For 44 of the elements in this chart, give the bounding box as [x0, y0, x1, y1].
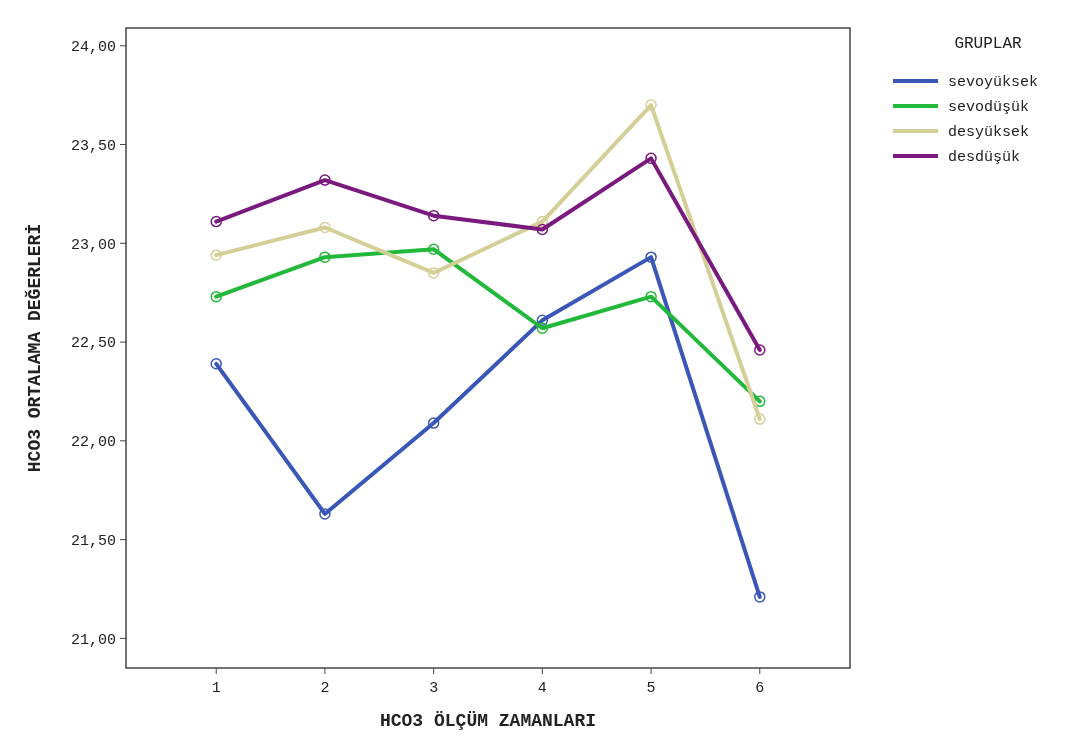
y-tick-label: 24,00 [70, 39, 116, 57]
legend-label: sevoyüksek [948, 74, 1039, 92]
point [319, 508, 331, 520]
x-tick-label: 4 [537, 680, 547, 697]
legend-label: sevodüşük [948, 99, 1030, 117]
point [319, 174, 331, 186]
point [754, 344, 766, 356]
point [536, 314, 549, 327]
y-axis-title: HCO3 ORTALAMA DEĞERLERİ [24, 223, 45, 473]
y-tick-label: 22,00 [70, 434, 116, 452]
y-tick-label: 23,50 [70, 137, 116, 155]
y-tick-label: 21,00 [70, 631, 116, 649]
point [210, 290, 222, 303]
y-tick-label: 23,00 [70, 236, 116, 254]
point [645, 99, 657, 111]
point [645, 152, 657, 165]
point [210, 358, 222, 370]
point [645, 251, 657, 263]
point [536, 223, 549, 236]
point [754, 413, 766, 425]
x-axis-title: HCO3 ÖLÇÜM ZAMANLARI [379, 711, 597, 731]
legend-title: GRUPLAR [954, 35, 1022, 53]
point [427, 209, 440, 222]
y-tick-label: 21,50 [70, 532, 116, 550]
point [754, 591, 766, 603]
point [754, 395, 766, 408]
point [210, 215, 222, 228]
legend-label: desyüksek [948, 124, 1030, 142]
point [536, 215, 549, 228]
point [427, 243, 440, 255]
legend-label: desdüşük [948, 149, 1021, 167]
point [319, 251, 331, 263]
x-tick-label: 1 [211, 680, 221, 697]
x-tick-label: 2 [320, 680, 330, 697]
x-tick-label: 3 [429, 680, 439, 697]
y-tick-label: 22,50 [70, 335, 116, 353]
point [427, 417, 440, 429]
x-tick-label: 5 [646, 680, 656, 697]
point [645, 290, 657, 303]
point [210, 249, 222, 261]
point [319, 221, 331, 234]
point [536, 322, 549, 334]
x-tick-label: 6 [755, 680, 765, 697]
point [427, 267, 440, 279]
